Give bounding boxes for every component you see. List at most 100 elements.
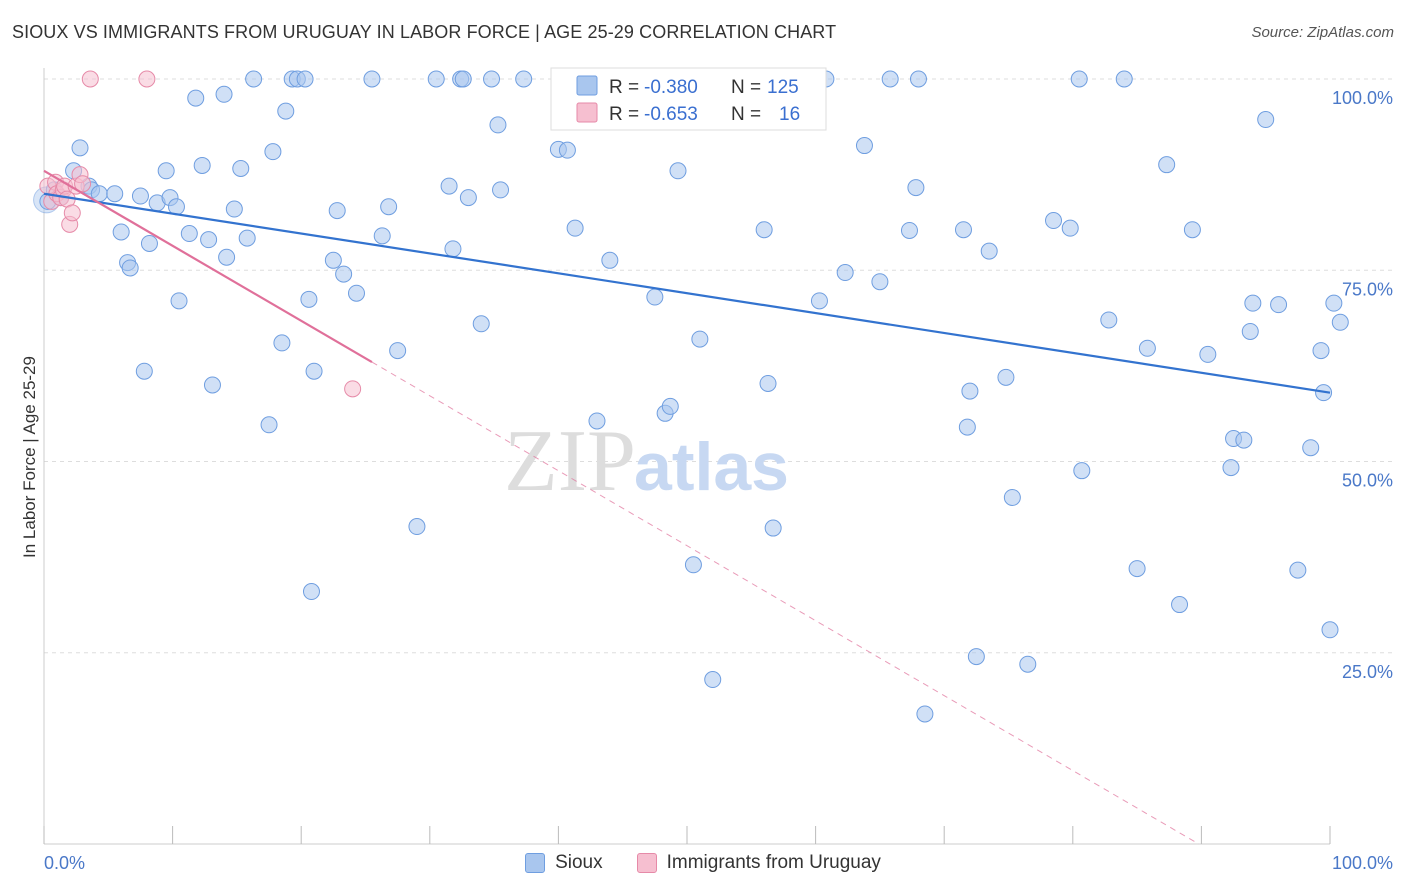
legend-swatch-sioux [525,853,546,873]
sioux-point [347,284,365,302]
sioux-point [440,177,458,195]
sioux-point [1325,294,1343,312]
sioux-point [305,362,323,380]
sioux-point [881,70,899,88]
sioux-point [1171,596,1189,614]
chart-title: SIOUX VS IMMIGRANTS FROM URUGUAY IN LABO… [12,22,837,42]
uruguay-trendline-extension [371,361,1200,845]
sioux-point [121,259,139,277]
stats-n-value-sioux: 125 [767,77,799,98]
stats-swatch-uruguay [576,102,598,123]
sioux-point [997,368,1015,386]
sioux-point [170,292,188,310]
sioux-point [646,288,664,306]
sioux-point [515,70,533,88]
sioux-point [324,251,342,269]
sioux-point [810,292,828,310]
sioux-point [238,229,256,247]
sioux-point [1138,339,1156,357]
points-layer [33,70,1349,723]
sioux-point [909,70,927,88]
sioux-point [1045,212,1063,230]
sioux-point [444,240,462,258]
sioux-point [855,137,873,155]
grid-layer: 100.0% 75.0% 50.0% 25.0% [44,78,1393,682]
sioux-point [300,290,318,308]
sioux-point [1289,561,1307,579]
sioux-point [71,139,89,157]
stats-box: R = -0.380 N = 125 R = -0.653 N = 16 [550,67,827,131]
sioux-point [907,179,925,197]
sioux-point [1158,156,1176,174]
sioux-point [454,70,472,88]
x-tick-label-max: 100.0% [1332,853,1393,873]
stats-r-value-uruguay: -0.653 [644,104,698,125]
sioux-point [1070,70,1088,88]
sioux-point [245,70,263,88]
sioux-point [961,382,979,400]
sioux-trendline [43,192,1331,394]
legend-label-uruguay: Immigrants from Uruguay [666,852,881,873]
sioux-point [900,221,918,239]
sioux-point [380,198,398,216]
sioux-point [408,518,426,536]
sioux-point [328,202,346,220]
sioux-point [140,234,158,252]
sioux-point [1199,345,1217,363]
sioux-point [489,116,507,134]
sioux-point [131,187,149,205]
uruguay-point [344,380,362,398]
sioux-point [1241,322,1259,340]
sioux-point [106,185,124,203]
sioux-point [1244,294,1262,312]
sioux-point [954,221,972,239]
uruguay-trendline [43,169,373,364]
sioux-point [459,189,477,207]
y-tick-label: 25.0% [1342,662,1393,682]
axes-layer: 0.0% 100.0% [43,68,1393,873]
sioux-point [1073,462,1091,480]
sioux-point [916,705,934,723]
sioux-point [967,648,985,666]
sioux-point [1302,439,1320,457]
sioux-point [1061,219,1079,237]
sioux-point [232,160,250,178]
legend-item-uruguay[interactable]: Immigrants from Uruguay [636,852,881,874]
sioux-point [588,412,606,430]
sioux-point [363,70,381,88]
sioux-point [755,221,773,239]
sioux-point [1270,296,1288,314]
uruguay-point [74,175,92,193]
sioux-point [1312,342,1330,360]
sioux-point [1128,560,1146,578]
sioux-point [764,519,782,537]
sioux-point [871,273,889,291]
sioux-point [112,223,130,241]
sioux-point [264,143,282,161]
sioux-point [193,156,211,174]
sioux-point [684,556,702,574]
sioux-point [225,200,243,218]
sioux-point [277,102,295,120]
legend-swatch-uruguay [636,853,657,873]
sioux-point [260,416,278,434]
sioux-point [704,671,722,689]
sioux-point [302,583,320,601]
sioux-point [1003,488,1021,506]
sioux-point [335,265,353,283]
sioux-point [200,231,218,249]
source-label: Source: ZipAtlas.com [1251,24,1394,41]
sioux-point [215,85,233,103]
sioux-point [1183,221,1201,239]
sioux-point [218,248,236,266]
legend-item-sioux[interactable]: Sioux [525,852,603,874]
sioux-point [669,162,687,180]
sioux-point [566,219,584,237]
y-axis-label: In Labor Force | Age 25-29 [20,356,39,558]
uruguay-point [138,70,156,88]
sioux-point [389,342,407,360]
sioux-point [1257,111,1275,129]
sioux-point [836,264,854,282]
sioux-point [483,70,501,88]
